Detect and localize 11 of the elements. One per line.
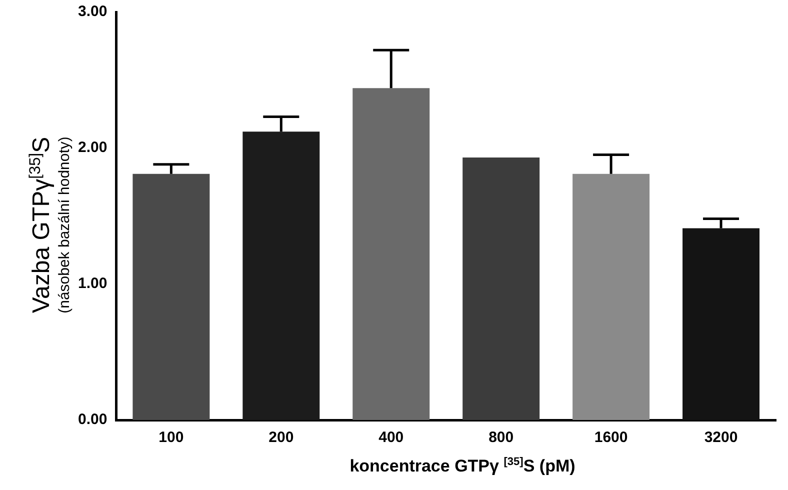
y-tick-label: 3.00: [78, 3, 108, 20]
y-tick-label: 0.00: [78, 411, 108, 428]
x-tick-label: 100: [158, 429, 184, 446]
x-tick-label: 3200: [704, 429, 738, 446]
x-tick-label: 400: [378, 429, 404, 446]
y-tick-label: 2.00: [78, 139, 108, 156]
x-tick-label: 1600: [594, 429, 628, 446]
x-axis-title: koncentrace GTPγ $^{[35]}$S (pM): [348, 456, 576, 477]
x-tick-label: 200: [268, 429, 294, 446]
y-tick-label: 1.00: [78, 275, 108, 292]
x-tick-label: 800: [488, 429, 514, 446]
